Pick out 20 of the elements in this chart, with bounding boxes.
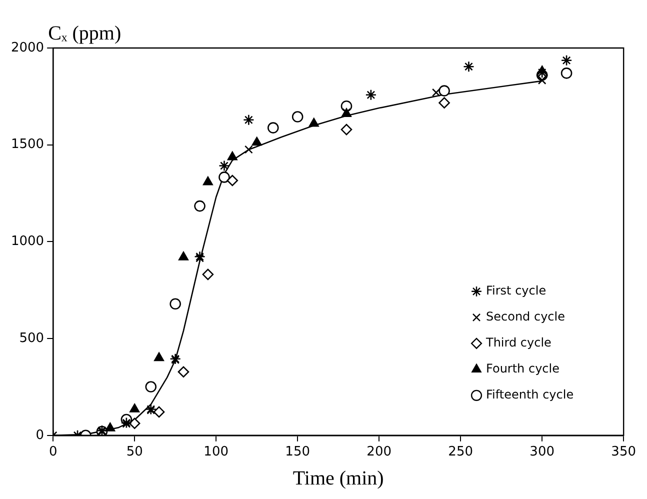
legend-label: First cycle — [486, 284, 546, 298]
legend-label: Third cycle — [485, 336, 552, 350]
y-tick-label: 2000 — [10, 40, 44, 56]
y-tick-label: 1500 — [10, 137, 44, 152]
x-tick-label: 300 — [530, 444, 555, 460]
legend-label: Fourth cycle — [486, 362, 560, 376]
y-tick-label: 500 — [19, 330, 44, 346]
legend-label: Fifteenth cycle — [486, 388, 574, 402]
x-axis-title: Time (min) — [292, 467, 384, 490]
y-axis-title: Cₓ (ppm) — [48, 22, 122, 44]
y-tick-label: 0 — [36, 428, 44, 443]
x-tick-label: 150 — [285, 444, 310, 460]
x-tick-label: 100 — [204, 444, 228, 460]
y-tick-label: 1000 — [10, 234, 44, 250]
x-tick-label: 200 — [366, 444, 392, 460]
x-tick-label: 0 — [48, 444, 58, 460]
x-tick-label: 250 — [448, 444, 474, 460]
x-tick-label: 350 — [611, 444, 636, 460]
x-tick-label: 50 — [126, 444, 143, 460]
legend-label: Second cycle — [486, 310, 565, 324]
